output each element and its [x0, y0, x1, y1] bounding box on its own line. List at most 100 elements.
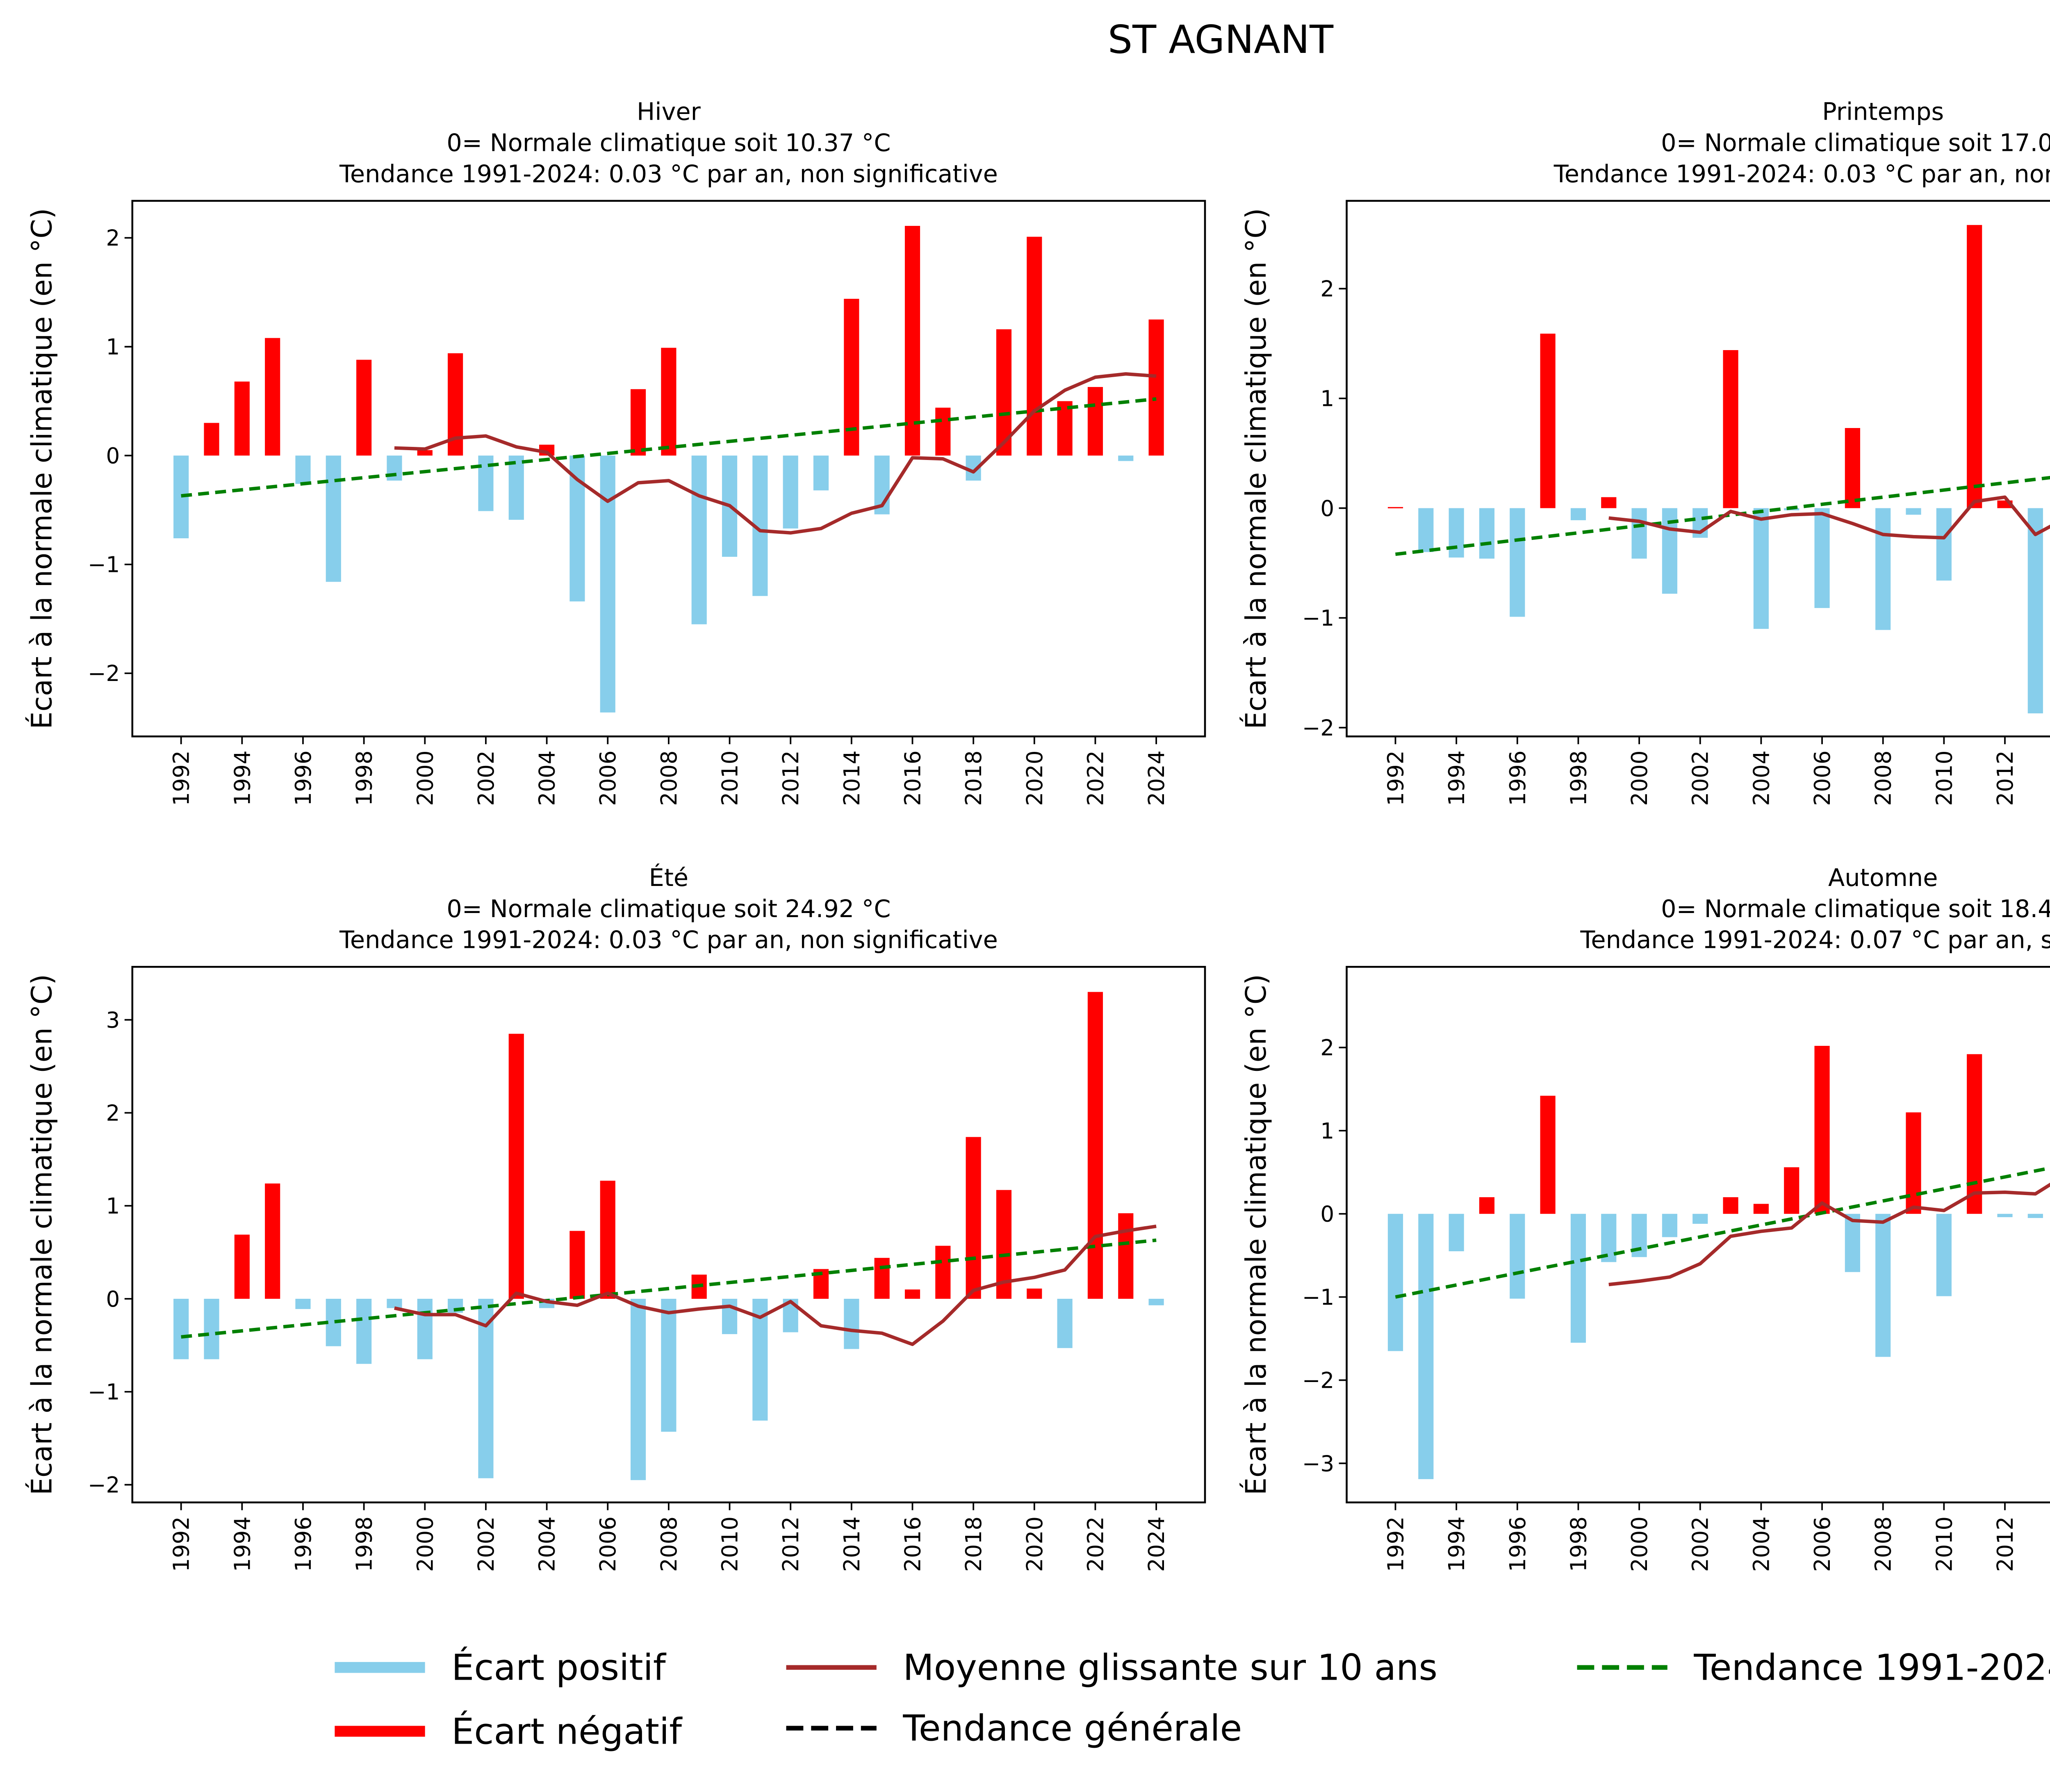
x-tick-label: 2008	[656, 1516, 682, 1572]
bar-positive-deviation	[1753, 508, 1769, 629]
bar-positive-deviation	[1997, 1214, 2013, 1217]
bar-negative-deviation	[935, 1246, 951, 1299]
x-tick-label: 2006	[1810, 750, 1835, 806]
y-tick-label: −1	[88, 552, 120, 578]
bar-positive-deviation	[1148, 1298, 1164, 1305]
panel-title: Été	[649, 863, 688, 892]
bar-positive-deviation	[1118, 455, 1134, 461]
bar-negative-deviation	[569, 1231, 585, 1299]
bar-negative-deviation	[1723, 350, 1738, 508]
bar-negative-deviation	[1087, 387, 1103, 456]
x-tick-label: 1992	[169, 1516, 194, 1572]
bar-positive-deviation	[1936, 508, 1952, 581]
bar-negative-deviation	[600, 1180, 615, 1299]
x-tick-label: 2010	[1932, 750, 1957, 806]
bar-negative-deviation	[661, 348, 676, 456]
x-tick-label: 2006	[1810, 1516, 1835, 1572]
bar-positive-deviation	[1906, 508, 1921, 515]
moving-average-line	[1608, 1182, 2050, 1287]
legend-label: Écart positif	[451, 1647, 667, 1689]
panel-title: Hiver	[637, 97, 701, 125]
x-tick-label: 2006	[595, 1516, 621, 1572]
moving-average-line	[394, 1224, 1157, 1346]
bar-positive-deviation	[1510, 1214, 1525, 1299]
bar-negative-deviation	[996, 329, 1012, 456]
bar-positive-deviation	[417, 1298, 433, 1359]
x-tick-label: 2004	[535, 750, 560, 806]
x-tick-label: 1996	[1505, 1516, 1531, 1572]
y-tick-label: −1	[1302, 606, 1334, 631]
bar-positive-deviation	[295, 455, 311, 484]
bar-negative-deviation	[1753, 1204, 1769, 1214]
bar-positive-deviation	[600, 455, 615, 713]
bar-negative-deviation	[417, 450, 433, 456]
panel-printemps: Printemps 0= Normale climatique soit 17.0…	[1240, 97, 2050, 806]
bar-negative-deviation	[508, 1034, 524, 1299]
y-tick-label: −1	[1302, 1285, 1334, 1310]
x-tick-label: 1998	[1566, 1516, 1591, 1572]
bar-positive-deviation	[1387, 1214, 1403, 1351]
x-tick-label: 1998	[1566, 750, 1591, 806]
trend-line	[181, 397, 1157, 498]
legend-label: Tendance 1991-2024	[1693, 1647, 2050, 1689]
y-tick-label: −2	[88, 661, 120, 686]
moving-average-line	[394, 372, 1157, 535]
panel-subtitle: 0= Normale climatique soit 17.00 °C	[1661, 128, 2050, 157]
x-tick-label: 2018	[961, 1516, 986, 1572]
bar-negative-deviation	[204, 423, 219, 456]
y-tick-label: 2	[106, 1100, 120, 1126]
bar-negative-deviation	[234, 381, 250, 456]
y-axis-label: Écart à la normale climatique (en °C)	[1240, 974, 1273, 1495]
panel-subtitle: Tendance 1991-2024: 0.03 °C par an, non …	[1553, 159, 2050, 188]
panel-subtitle: 0= Normale climatique soit 18.43 °C	[1661, 895, 2050, 923]
bar-positive-deviation	[326, 455, 341, 582]
bar-negative-deviation	[1479, 1197, 1495, 1214]
bar-positive-deviation	[1631, 508, 1647, 559]
bar-positive-deviation	[1418, 1214, 1434, 1479]
bar-negative-deviation	[966, 1137, 981, 1299]
x-tick-label: 2000	[412, 750, 438, 806]
axes-frame	[1346, 200, 2050, 738]
y-tick-label: −2	[1302, 1368, 1334, 1393]
figure-title: ST AGNANT	[1108, 17, 1334, 62]
bar-negative-deviation	[1967, 225, 1982, 508]
bar-negative-deviation	[234, 1234, 250, 1299]
trend-line	[1395, 476, 2050, 556]
bar-positive-deviation	[204, 1298, 219, 1359]
bar-positive-deviation	[2027, 508, 2043, 714]
y-axis-label: Écart à la normale climatique (en °C)	[1240, 208, 1273, 729]
x-tick-label: 2010	[1932, 1516, 1957, 1572]
y-tick-label: −2	[88, 1473, 120, 1498]
x-tick-label: 2004	[535, 1516, 560, 1572]
trend-line	[181, 1238, 1157, 1339]
x-tick-label: 1998	[352, 1516, 377, 1572]
x-tick-label: 1992	[1383, 1516, 1408, 1572]
y-axis-label: Écart à la normale climatique (en °C)	[25, 974, 58, 1495]
x-tick-label: 2020	[1022, 1516, 1048, 1572]
x-tick-label: 2008	[1871, 1516, 1896, 1572]
x-tick-label: 2000	[412, 1516, 438, 1572]
panel-automne: Automne 0= Normale climatique soit 18.43 …	[1240, 863, 2050, 1572]
y-tick-label: 2	[106, 225, 120, 251]
x-tick-label: 2002	[474, 750, 499, 806]
bar-negative-deviation	[1027, 1289, 1042, 1299]
bar-positive-deviation	[783, 455, 798, 529]
legend-label: Écart négatif	[451, 1710, 683, 1752]
y-tick-label: 1	[106, 1193, 120, 1219]
x-tick-label: 1996	[291, 1516, 316, 1572]
bar-positive-deviation	[1875, 1214, 1891, 1357]
legend-item: Écart négatif	[335, 1710, 683, 1752]
bar-positive-deviation	[356, 1298, 372, 1364]
bar-positive-deviation	[478, 1298, 494, 1478]
x-tick-label: 2014	[839, 750, 865, 806]
x-tick-label: 2000	[1627, 1516, 1652, 1572]
panel-subtitle: Tendance 1991-2024: 0.03 °C par an, non …	[339, 159, 998, 188]
bar-positive-deviation	[1418, 508, 1434, 552]
x-tick-label: 2012	[778, 750, 804, 806]
bar-positive-deviation	[1875, 508, 1891, 630]
y-tick-label: −3	[1302, 1451, 1334, 1476]
panel-title: Printemps	[1822, 97, 1944, 125]
x-tick-label: 2024	[1144, 1516, 1169, 1572]
x-tick-label: 2008	[1871, 750, 1896, 806]
x-tick-label: 2012	[1993, 1516, 2018, 1572]
